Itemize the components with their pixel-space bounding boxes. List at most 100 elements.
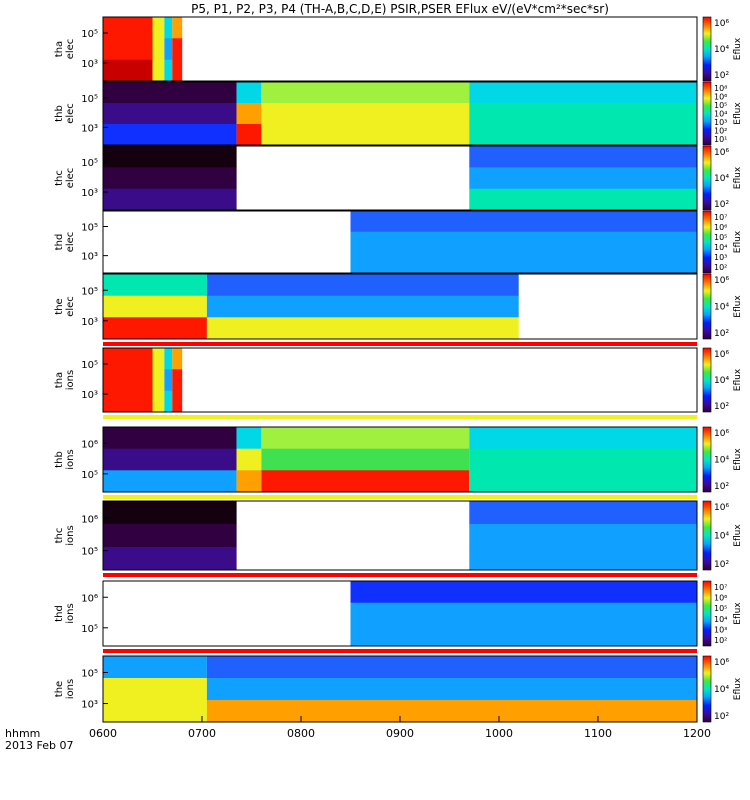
heatmap-cell (469, 146, 697, 168)
colorbar (702, 273, 712, 340)
panel-ytick-label: 10⁶ (81, 514, 98, 525)
panel-ytick-label: 10⁵ (81, 223, 98, 234)
heatmap-cell (103, 82, 237, 104)
panel-ytick-label: 10⁵ (81, 158, 98, 169)
panel-ytick-label: 10⁵ (81, 547, 98, 558)
status-bar (103, 573, 697, 577)
heatmap-cell (469, 547, 697, 571)
colorbar-tick-label: 10⁷ (714, 213, 727, 222)
x-tick-label: 1100 (584, 727, 612, 740)
heatmap-cell (103, 103, 237, 125)
colorbar-tick-label: 10⁶ (714, 93, 727, 102)
heatmap-cell (350, 624, 697, 647)
chart-title: P5, P1, P2, P3, P4 (TH-A,B,C,D,E) PSIR,P… (191, 2, 609, 16)
status-bar (103, 342, 697, 346)
heatmap-cell (206, 317, 519, 340)
colorbar-tick-label: 10² (714, 560, 729, 570)
heatmap-cell (350, 211, 697, 233)
heatmap-cell (261, 470, 470, 493)
panel-ytick-label: 10³ (81, 188, 98, 199)
colorbar-tick-label: 10⁶ (714, 429, 729, 439)
colorbar-tick-label: 10⁴ (714, 532, 729, 542)
heatmap-cell (206, 656, 697, 679)
panel-ytick-label: 10⁵ (81, 669, 98, 680)
colorbar-tick-label: 10² (714, 482, 729, 492)
heatmap-cell (261, 103, 470, 125)
colorbar-label: Eflux (733, 448, 743, 471)
status-bar (103, 649, 697, 653)
colorbar (702, 655, 712, 723)
panel-frame (102, 426, 698, 493)
panel-tha-ions: tha ions 10⁵ 10³ 10⁶ 10⁴ 10² Eflux (54, 347, 743, 413)
panel-thb-ions: thb ions 10⁶ 10⁵ 10⁶ 10⁴ 10² Eflux (54, 426, 743, 493)
colorbar-tick-label: 10¹ (714, 135, 727, 144)
colorbar-tick-label: 10⁴ (714, 45, 729, 55)
colorbar-tick-label: 10⁶ (714, 658, 729, 668)
heatmap-cell (350, 581, 697, 604)
panel-frame (102, 16, 698, 82)
colorbar-tick-label: 10² (714, 71, 729, 81)
heatmap-cell (103, 547, 237, 571)
heatmap-cell (152, 17, 165, 39)
colorbar-tick-label: 10⁴ (714, 376, 729, 386)
heatmap-cell (206, 700, 697, 723)
colorbar-label: Eflux (733, 677, 743, 700)
colorbar-tick-label: 10² (714, 263, 727, 272)
colorbar-tick-label: 10⁶ (714, 503, 729, 513)
panel-ylabel-bottom: elec (65, 168, 76, 189)
heatmap-cell (103, 678, 207, 701)
panel-ytick-label: 10⁶ (81, 439, 98, 450)
panel-ylabel-bottom: elec (65, 39, 76, 60)
heatmap-cell (103, 348, 153, 370)
panel-thc-ions: thc ions 10⁶ 10⁵ 10⁶ 10⁴ 10² Eflux (54, 500, 743, 571)
panel-frame (102, 210, 698, 274)
colorbar (702, 16, 712, 82)
panel-frame (102, 273, 698, 340)
colorbar-tick-label: 10⁸ (714, 84, 727, 93)
heatmap-cell (469, 427, 697, 450)
colorbar-tick-label: 10³ (714, 253, 727, 262)
heatmap-cell (469, 167, 697, 190)
colorbar-tick-label: 10³ (714, 118, 727, 127)
heatmap-cell (152, 348, 165, 370)
colorbar-tick-label: 10⁴ (714, 615, 727, 624)
colorbar-tick-label: 10² (714, 127, 727, 136)
heatmap-cell (236, 470, 262, 493)
heatmap-cell (261, 82, 470, 104)
x-tick-label: 1000 (485, 727, 513, 740)
heatmap-cell (103, 524, 237, 548)
colorbar-tick-label: 10² (714, 200, 729, 210)
colorbar-label: Eflux (733, 102, 743, 125)
panel-ylabel-bottom: ions (65, 603, 76, 623)
colorbar-tick-label: 10⁶ (714, 350, 729, 360)
colorbar (702, 81, 712, 146)
colorbar-tick-label: 10⁴ (714, 303, 729, 313)
colorbar-tick-label: 10³ (714, 625, 727, 634)
panel-ytick-label: 10⁵ (81, 470, 98, 481)
heatmap-cell (103, 188, 237, 211)
heatmap-cell (103, 656, 207, 679)
heatmap-cell (103, 124, 237, 146)
heatmap-cell (236, 82, 262, 104)
panel-ytick-label: 10³ (81, 252, 98, 263)
colorbar (702, 347, 712, 413)
panel-ylabel-top: thc (54, 528, 65, 544)
panel-frame (102, 580, 698, 647)
panel-ylabel-bottom: ions (65, 449, 76, 469)
panel-ylabel-top: thb (54, 451, 65, 468)
heatmap-cell (236, 124, 262, 146)
panel-ytick-label: 10³ (81, 317, 98, 328)
panel-frame (102, 500, 698, 571)
heatmap-cell (152, 38, 165, 61)
x-axis-footer-label: hhmm (5, 727, 40, 740)
colorbar-label: Eflux (733, 37, 743, 60)
colorbar-tick-label: 10⁵ (714, 233, 727, 242)
status-bar (103, 415, 697, 419)
heatmap-cell (172, 390, 183, 413)
panel-ytick-label: 10⁵ (81, 94, 98, 105)
heatmap-cell (172, 38, 183, 61)
heatmap-cell (469, 82, 697, 104)
